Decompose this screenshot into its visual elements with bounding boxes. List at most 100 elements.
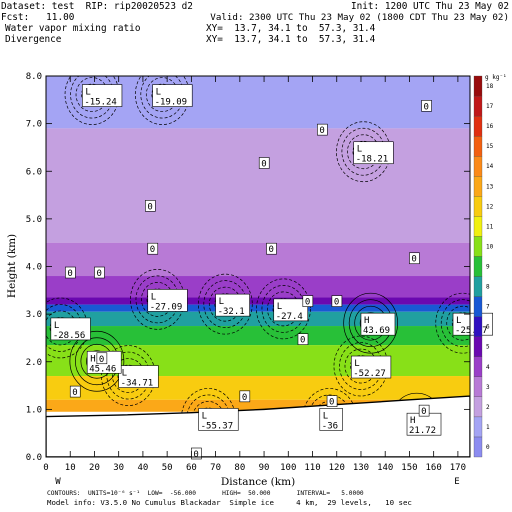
label-box bbox=[421, 100, 432, 112]
header-line3-right: XY= 13.7, 34.1 to 57.3, 31.4 bbox=[206, 23, 376, 34]
label-text: 0 bbox=[329, 398, 334, 408]
colorbar-label: 0 bbox=[486, 444, 490, 451]
zero-contour-label: 0 bbox=[191, 447, 202, 460]
colorbar-cell bbox=[473, 276, 483, 297]
zero-contour-label: 0 bbox=[145, 200, 156, 212]
colorbar-label: 18 bbox=[486, 83, 494, 90]
low-center: L-34.71 bbox=[118, 365, 159, 389]
label-box bbox=[317, 123, 328, 136]
colorbar-label: 9 bbox=[486, 264, 490, 271]
low-marker: L bbox=[156, 88, 161, 98]
low-center: L-36 bbox=[319, 408, 343, 431]
colorbar-cell bbox=[473, 316, 483, 337]
x-tick-label: 140 bbox=[377, 463, 393, 473]
low-marker: L bbox=[323, 411, 328, 421]
colorbar-label: 3 bbox=[486, 384, 490, 391]
colorbar-cell bbox=[473, 256, 483, 277]
high-marker: H bbox=[364, 316, 369, 326]
field-layer bbox=[46, 399, 470, 412]
label-box bbox=[198, 408, 239, 431]
label-box bbox=[145, 200, 156, 212]
colorbar-cell bbox=[473, 216, 483, 237]
low-center: L-52.27 bbox=[350, 355, 392, 379]
low-center: L-32.1 bbox=[215, 293, 250, 317]
low-marker: L bbox=[85, 88, 90, 98]
label-box bbox=[50, 317, 91, 341]
header-line1-right: Init: 1200 UTC Thu 23 May 02 bbox=[350, 1, 509, 12]
colorbar-cell bbox=[473, 75, 483, 97]
colorbar-label: 6 bbox=[486, 324, 490, 331]
low-value: -19.09 bbox=[155, 98, 188, 108]
label-box bbox=[409, 252, 420, 265]
x-tick-label: 130 bbox=[353, 463, 369, 473]
x-tick-label: 150 bbox=[401, 463, 417, 473]
label-box bbox=[96, 352, 108, 365]
low-value: -52.27 bbox=[353, 369, 386, 379]
zero-contour-label: 0 bbox=[258, 157, 270, 169]
colorbar-cell bbox=[473, 396, 483, 418]
label-box bbox=[147, 242, 159, 255]
label-box bbox=[65, 266, 76, 279]
field-layer bbox=[46, 242, 470, 277]
header-line4-right: XY= 13.7, 34.1 to 57.3, 31.4 bbox=[206, 34, 376, 45]
colorbar-cell bbox=[473, 156, 483, 177]
label-box bbox=[353, 141, 394, 165]
colorbar-label: 8 bbox=[486, 284, 490, 291]
colorbar-cell bbox=[473, 416, 483, 438]
colorbar-label: 11 bbox=[486, 223, 494, 230]
footer-model-info: Model info: V3.5.0 No Cumulus Blackadar … bbox=[47, 498, 412, 507]
colorbar-label: 4 bbox=[486, 364, 490, 371]
label-box bbox=[319, 408, 343, 431]
label-box bbox=[331, 295, 343, 307]
label-text: 0 bbox=[319, 126, 324, 136]
x-tick-label: 90 bbox=[259, 463, 270, 473]
y-tick-label: 1.0 bbox=[26, 405, 42, 415]
label-text: 0 bbox=[411, 255, 416, 265]
colorbar-cell bbox=[473, 196, 483, 217]
x-tick-label: 110 bbox=[304, 463, 320, 473]
label-box bbox=[82, 84, 123, 107]
zero-contour-label: 0 bbox=[302, 295, 314, 308]
footer-contours-line: CONTOURS: UNITS=10⁻⁶ s⁻¹ LOW= -56.000 HI… bbox=[47, 490, 364, 497]
low-marker: L bbox=[54, 321, 59, 331]
low-marker: L bbox=[202, 411, 207, 421]
high-value: 43.69 bbox=[363, 326, 390, 336]
y-tick-label: 6.0 bbox=[26, 167, 42, 177]
high-marker: H bbox=[410, 416, 415, 426]
low-center: L-28.56 bbox=[50, 317, 91, 341]
label-box bbox=[350, 355, 392, 379]
x-tick-label: 60 bbox=[186, 463, 197, 473]
label-box bbox=[266, 242, 277, 255]
low-center: L-19.09 bbox=[152, 84, 193, 108]
field-layer bbox=[46, 304, 470, 312]
low-marker: L bbox=[122, 369, 127, 379]
x-tick-label: 10 bbox=[65, 463, 76, 473]
y-tick-label: 3.0 bbox=[26, 310, 42, 320]
x-tick-label: 50 bbox=[162, 463, 173, 473]
label-box bbox=[452, 312, 493, 336]
label-text: 0 bbox=[242, 393, 247, 403]
zero-contour-label: 0 bbox=[65, 266, 76, 279]
label-box bbox=[297, 333, 309, 346]
low-marker: L bbox=[151, 292, 156, 302]
colorbar-unit: g kg⁻¹ bbox=[485, 74, 507, 81]
y-axis-label: Height (km) bbox=[6, 234, 18, 298]
low-center: L-27.09 bbox=[147, 289, 188, 312]
label-box bbox=[94, 266, 105, 279]
y-tick-label: 8.0 bbox=[26, 72, 42, 82]
header-line1-left: Dataset: test RIP: rip20020523 d2 bbox=[1, 1, 193, 12]
y-tick-label: 4.0 bbox=[26, 263, 42, 273]
label-box bbox=[239, 390, 251, 403]
colorbar-label: 14 bbox=[486, 163, 494, 170]
x-tick-label: 170 bbox=[450, 463, 466, 473]
field-layer bbox=[46, 311, 470, 327]
label-text: 0 bbox=[67, 269, 72, 279]
low-value: -32.1 bbox=[218, 307, 245, 317]
x-tick-label: 70 bbox=[210, 463, 221, 473]
x-end-label-west: W bbox=[55, 477, 61, 487]
colorbar-label: 17 bbox=[486, 103, 494, 110]
low-marker: L bbox=[456, 316, 461, 326]
terrain-profile bbox=[46, 395, 470, 457]
